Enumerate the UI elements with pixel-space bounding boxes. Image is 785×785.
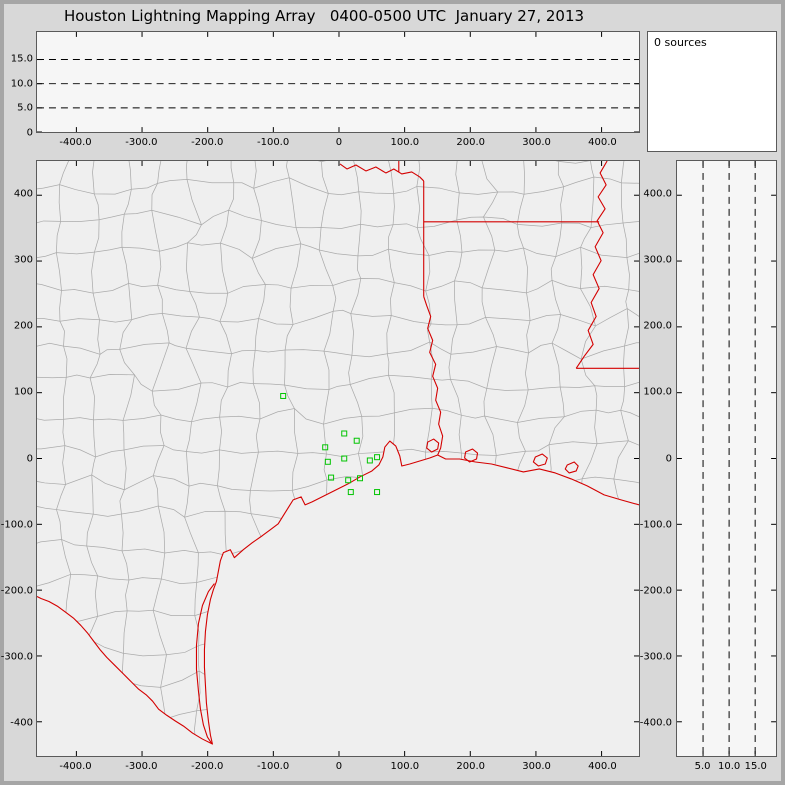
tick-label: 400.0 xyxy=(588,761,617,772)
tick-label: 300.0 xyxy=(643,254,672,266)
tick-label: -200.0 xyxy=(191,137,224,148)
lma-station-marker xyxy=(357,475,363,482)
tick-label: 300.0 xyxy=(522,137,551,148)
lma-station-marker xyxy=(347,489,354,496)
lma-station-marker xyxy=(345,477,352,484)
tick-label: 100.0 xyxy=(390,761,420,772)
source-count-panel: 0 sources xyxy=(647,31,777,152)
lma-station-marker xyxy=(353,437,360,444)
altitude-ew-plot xyxy=(37,32,639,132)
tick-label: -100.0 xyxy=(256,761,290,772)
coastal-lake xyxy=(564,461,579,474)
coastal-lake xyxy=(464,448,479,463)
sabine-river-border xyxy=(423,296,444,456)
tick-label: 100 xyxy=(13,386,33,398)
tick-label: -100.0 xyxy=(0,519,33,531)
tick-label: 5.0 xyxy=(694,761,711,772)
tick-label: 0 xyxy=(26,453,33,464)
tick-label: -400 xyxy=(10,717,33,729)
tick-label: 400.0 xyxy=(643,188,672,200)
tick-label: -100.0 xyxy=(639,519,672,531)
lma-station-marker xyxy=(280,392,287,399)
tick-label: 0 xyxy=(335,137,343,148)
plan-view-map xyxy=(37,161,639,756)
tick-label: 200 xyxy=(13,320,33,332)
tick-label: 400 xyxy=(13,188,33,200)
tick-label: 10.0 xyxy=(718,761,741,772)
tick-label: 400.0 xyxy=(588,137,617,148)
tick-label: 10.0 xyxy=(10,78,33,90)
tick-label: 5.0 xyxy=(17,102,33,114)
altitude-ew-panel[interactable] xyxy=(36,31,640,133)
red-river-border xyxy=(339,163,425,182)
lma-station-marker xyxy=(341,455,348,462)
tick-label: 200.0 xyxy=(456,137,486,148)
lma-station-marker xyxy=(374,489,381,496)
tick-label: -200.0 xyxy=(0,585,33,597)
tick-label: -100.0 xyxy=(256,137,290,148)
coastline xyxy=(37,440,639,745)
tick-label: -200.0 xyxy=(639,585,672,597)
lma-station-marker xyxy=(341,430,348,437)
lma-station-marker xyxy=(328,474,335,481)
tick-label: 300 xyxy=(13,254,33,266)
mississippi-river-border xyxy=(575,161,608,369)
tick-label: 300.0 xyxy=(522,761,551,772)
lma-station-marker xyxy=(374,454,381,461)
source-count-label: 0 sources xyxy=(654,36,707,49)
tick-label: 200.0 xyxy=(456,761,486,772)
tick-label: -400.0 xyxy=(639,717,672,729)
tick-label: 15.0 xyxy=(10,53,33,65)
lma-station-marker xyxy=(324,458,331,465)
dashed-gridlines xyxy=(37,59,639,109)
tick-label: -200.0 xyxy=(191,761,224,772)
tick-marks xyxy=(677,161,776,756)
tick-label: 100.0 xyxy=(390,137,420,148)
stations-layer xyxy=(280,392,381,496)
tick-label: 0 xyxy=(335,761,343,772)
coastal-lake xyxy=(426,438,440,453)
tick-label: -400.0 xyxy=(59,137,92,148)
lma-station-marker xyxy=(322,444,329,451)
tick-label: -400.0 xyxy=(59,761,92,772)
plan-view-map-panel[interactable] xyxy=(36,160,640,757)
tick-marks xyxy=(37,161,639,756)
dashed-gridlines xyxy=(702,161,756,756)
page-title: Houston Lightning Mapping Array 0400-050… xyxy=(63,7,585,25)
laguna-madre-shore xyxy=(195,583,215,744)
coastal-lake xyxy=(532,453,548,467)
tick-label: 200.0 xyxy=(643,320,672,332)
tick-label: 15.0 xyxy=(744,761,767,772)
tick-label: 0 xyxy=(665,453,672,464)
tick-label: 100.0 xyxy=(643,386,672,398)
altitude-ns-panel[interactable] xyxy=(676,160,777,757)
tick-label: -300.0 xyxy=(0,651,33,663)
tick-label: -300.0 xyxy=(639,651,672,663)
altitude-ns-plot xyxy=(677,161,776,756)
tick-label: 0 xyxy=(26,127,33,139)
state-borders-coastline-layer xyxy=(37,161,639,745)
tick-label: -300.0 xyxy=(125,761,158,772)
county-borders-layer xyxy=(37,161,639,745)
tick-label: -300.0 xyxy=(125,137,158,148)
lma-station-marker xyxy=(366,457,373,464)
tick-marks xyxy=(37,32,639,132)
